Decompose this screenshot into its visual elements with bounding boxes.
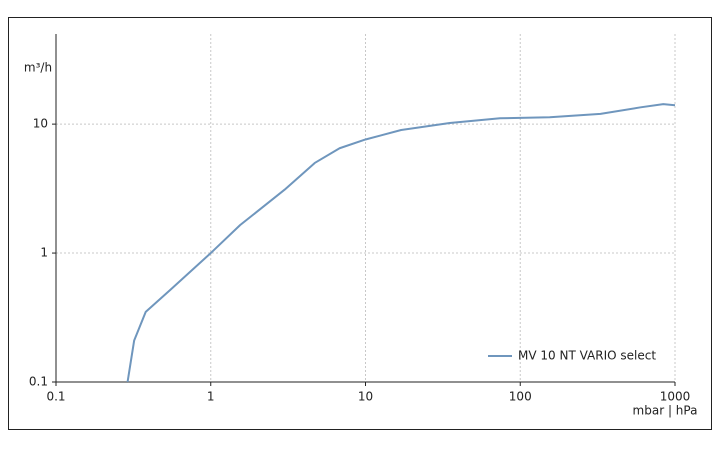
y-axis-label: m³/h xyxy=(24,61,52,75)
x-tick-label: 10 xyxy=(358,390,373,404)
frame xyxy=(8,17,712,430)
x-tick-label: 100 xyxy=(509,390,532,404)
x-axis-label: mbar | hPa xyxy=(633,404,698,418)
x-tick-label: 1000 xyxy=(660,390,691,404)
x-tick-label: 1 xyxy=(207,390,215,404)
y-tick-label: 1 xyxy=(40,246,48,260)
series-line xyxy=(126,103,676,383)
y-tick-label: 10 xyxy=(33,117,48,131)
y-tick-label: 0.1 xyxy=(29,375,48,389)
legend-label: MV 10 NT VARIO select xyxy=(518,349,656,363)
x-tick-label: 0.1 xyxy=(46,390,65,404)
